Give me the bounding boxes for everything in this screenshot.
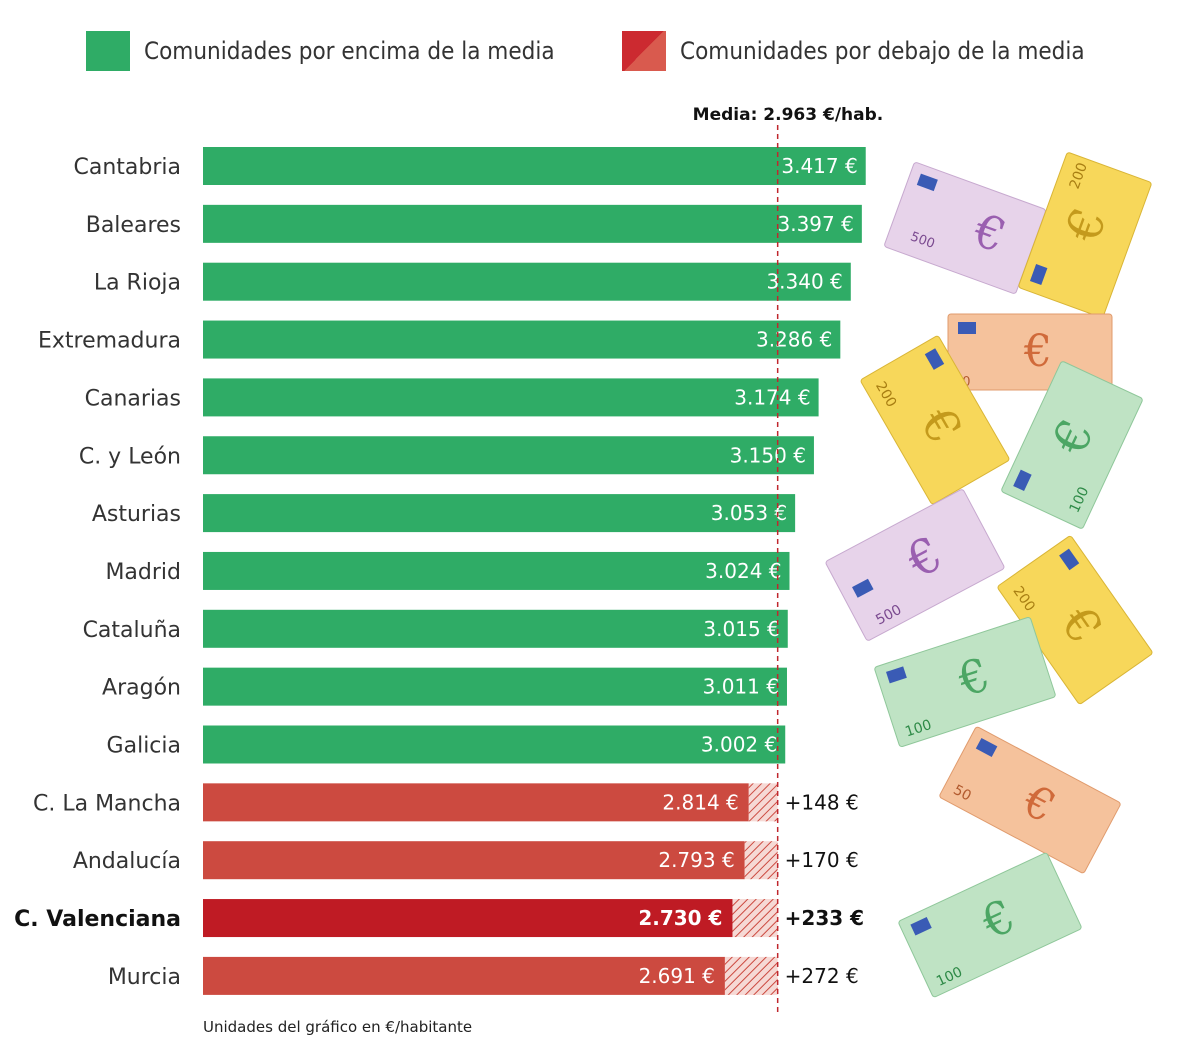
bar-row: Murcia +272 € 2.691 € xyxy=(108,956,859,995)
bar-row: Cantabria 3.417 € xyxy=(74,147,866,185)
svg-text:€: € xyxy=(1023,326,1052,377)
mean-label: Media: 2.963 €/hab. xyxy=(693,105,884,125)
gap-to-mean xyxy=(744,841,778,880)
bar xyxy=(203,899,733,938)
value-label: 2.730 € xyxy=(638,906,722,930)
value-label: 3.397 € xyxy=(778,212,854,236)
bar xyxy=(203,841,745,880)
bar-row: Asturias 3.053 € xyxy=(92,494,796,533)
bar xyxy=(203,956,725,995)
banknote-500-icon: € 500 xyxy=(825,489,1005,641)
bar xyxy=(203,783,749,822)
category-label: Cantabria xyxy=(74,155,182,180)
category-label: C. y León xyxy=(79,444,181,469)
gap-to-mean xyxy=(748,783,778,822)
bar xyxy=(203,667,787,706)
value-label: 2.814 € xyxy=(662,790,738,814)
legend-label-above: Comunidades por encima de la media xyxy=(144,37,555,65)
category-label: Extremadura xyxy=(38,329,181,354)
bar-row: Aragón 3.011 € xyxy=(102,667,787,706)
bar-row: Andalucía +170 € 2.793 € xyxy=(73,841,859,880)
banknote-200-icon: € 200 xyxy=(860,335,1010,505)
bar-row: C. La Mancha +148 € 2.814 € xyxy=(33,783,859,822)
gap-to-mean xyxy=(724,956,778,995)
category-label: C. La Mancha xyxy=(33,791,181,816)
banknote-50-icon: € 50 xyxy=(939,726,1121,874)
value-label: 3.011 € xyxy=(703,675,779,699)
bar-row: C. y León 3.150 € xyxy=(79,436,814,475)
category-label: Galicia xyxy=(107,734,181,759)
legend-item-above: Comunidades por encima de la media xyxy=(86,30,555,72)
bar xyxy=(203,378,819,417)
value-label: 3.053 € xyxy=(711,501,787,525)
category-label: Canarias xyxy=(85,386,181,411)
gap-label: +272 € xyxy=(785,964,859,988)
bar-row: Canarias 3.174 € xyxy=(85,378,819,417)
gap-label: +148 € xyxy=(785,790,859,814)
mean-layer: Media: 2.963 €/hab. xyxy=(693,105,884,1016)
bar-row: Madrid 3.024 € xyxy=(105,551,790,590)
category-label: La Rioja xyxy=(94,271,181,296)
bar-row: C. Valenciana +233 € 2.730 € xyxy=(14,899,864,938)
banknote-100-icon: € 100 xyxy=(1001,361,1143,529)
category-label: Murcia xyxy=(108,965,181,990)
banknote-200-icon: € 200 xyxy=(997,535,1153,705)
legend: Comunidades por encima de la media Comun… xyxy=(0,0,1200,100)
bar xyxy=(203,204,862,243)
category-label: Aragón xyxy=(102,676,181,701)
bar-row: La Rioja 3.340 € xyxy=(94,262,851,301)
bar-row: Cataluña 3.015 € xyxy=(83,609,788,648)
bar xyxy=(203,551,790,590)
bar xyxy=(203,725,786,764)
bars-layer: Cantabria 3.417 € Baleares 3.397 € La Rioja 3… xyxy=(14,147,866,995)
bar-row: Baleares 3.397 € xyxy=(86,204,862,243)
banknote-100-icon: € 100 xyxy=(874,616,1056,748)
gap-label: +233 € xyxy=(785,906,864,930)
footnote: Unidades del gráfico en €/habitante xyxy=(203,1018,473,1036)
bar xyxy=(203,494,796,533)
bar xyxy=(203,320,841,359)
category-label: Andalucía xyxy=(73,849,181,874)
bar xyxy=(203,609,788,648)
value-label: 3.024 € xyxy=(705,559,781,583)
category-label: Cataluña xyxy=(83,618,181,643)
svg-text:50: 50 xyxy=(950,782,973,804)
value-label: 3.150 € xyxy=(730,443,806,467)
legend-swatch-above xyxy=(86,31,130,71)
value-label: 3.286 € xyxy=(756,328,832,352)
category-label: C. Valenciana xyxy=(14,907,181,932)
legend-swatch-below xyxy=(622,31,666,71)
value-label: 2.793 € xyxy=(658,848,734,872)
value-label: 3.340 € xyxy=(766,270,842,294)
banknote-100-icon: € 100 xyxy=(898,852,1082,998)
banknote-200-icon: € 200 xyxy=(1018,152,1152,318)
value-label: 3.417 € xyxy=(781,154,857,178)
category-label: Asturias xyxy=(92,502,181,527)
bar xyxy=(203,436,814,475)
category-label: Madrid xyxy=(105,560,181,585)
bar xyxy=(203,262,851,301)
value-label: 3.174 € xyxy=(734,385,810,409)
bar-row: Extremadura 3.286 € xyxy=(38,320,841,359)
bar-row: Galicia 3.002 € xyxy=(107,725,786,764)
bar xyxy=(203,147,866,185)
banknotes-illustration: € 500 € 200 € 50 € 200 € 100 xyxy=(825,152,1153,998)
gap-to-mean xyxy=(732,899,778,938)
value-label: 3.015 € xyxy=(703,617,779,641)
value-label: 3.002 € xyxy=(701,733,777,757)
legend-label-below: Comunidades por debajo de la media xyxy=(680,37,1085,65)
legend-item-below: Comunidades por debajo de la media xyxy=(622,30,1085,72)
value-label: 2.691 € xyxy=(639,964,715,988)
banknote-500-icon: € 500 xyxy=(884,162,1046,294)
category-label: Baleares xyxy=(86,213,181,238)
gap-label: +170 € xyxy=(785,848,859,872)
svg-text:100: 100 xyxy=(903,717,933,740)
